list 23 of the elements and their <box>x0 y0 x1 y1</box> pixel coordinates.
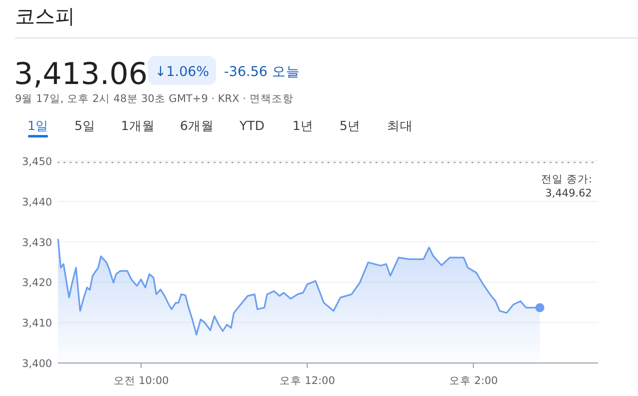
text: 3,413.06 <box>14 57 148 92</box>
y-tick-label: 3,440 <box>22 196 52 208</box>
ref-line-label: 전일 종가: 3,449.62 <box>541 174 592 200</box>
text: 1일 <box>28 118 48 133</box>
y-tick-label: 3,400 <box>22 358 52 370</box>
y-tick-label: 3,420 <box>22 277 52 290</box>
y-tick-label: 3,410 <box>22 318 52 330</box>
text: -36.56 오늘 <box>224 64 300 80</box>
y-tick-label: 3,450 <box>22 156 52 168</box>
text: ↓1.06% <box>154 64 210 80</box>
text: 최대 <box>387 118 413 133</box>
text: 1개월 <box>121 118 155 133</box>
chart-subtitle: 9월 17일, 오후 2시 48분 30초 GMT+9 · KRX · 면책조항 <box>15 93 294 105</box>
chart-title: 코스피 <box>15 4 75 28</box>
y-tick-label: 3,430 <box>22 236 52 249</box>
text: YTD <box>238 118 264 133</box>
text: 1년 <box>292 118 314 133</box>
x-tick-label: 오전 10:00 <box>113 375 169 387</box>
x-tick-label: 오후 2:00 <box>448 375 498 387</box>
text: 5일 <box>74 118 96 133</box>
text: 5년 <box>340 118 360 133</box>
x-tick-label: 오후 12:00 <box>279 375 336 387</box>
text: 6개월 <box>180 118 214 133</box>
